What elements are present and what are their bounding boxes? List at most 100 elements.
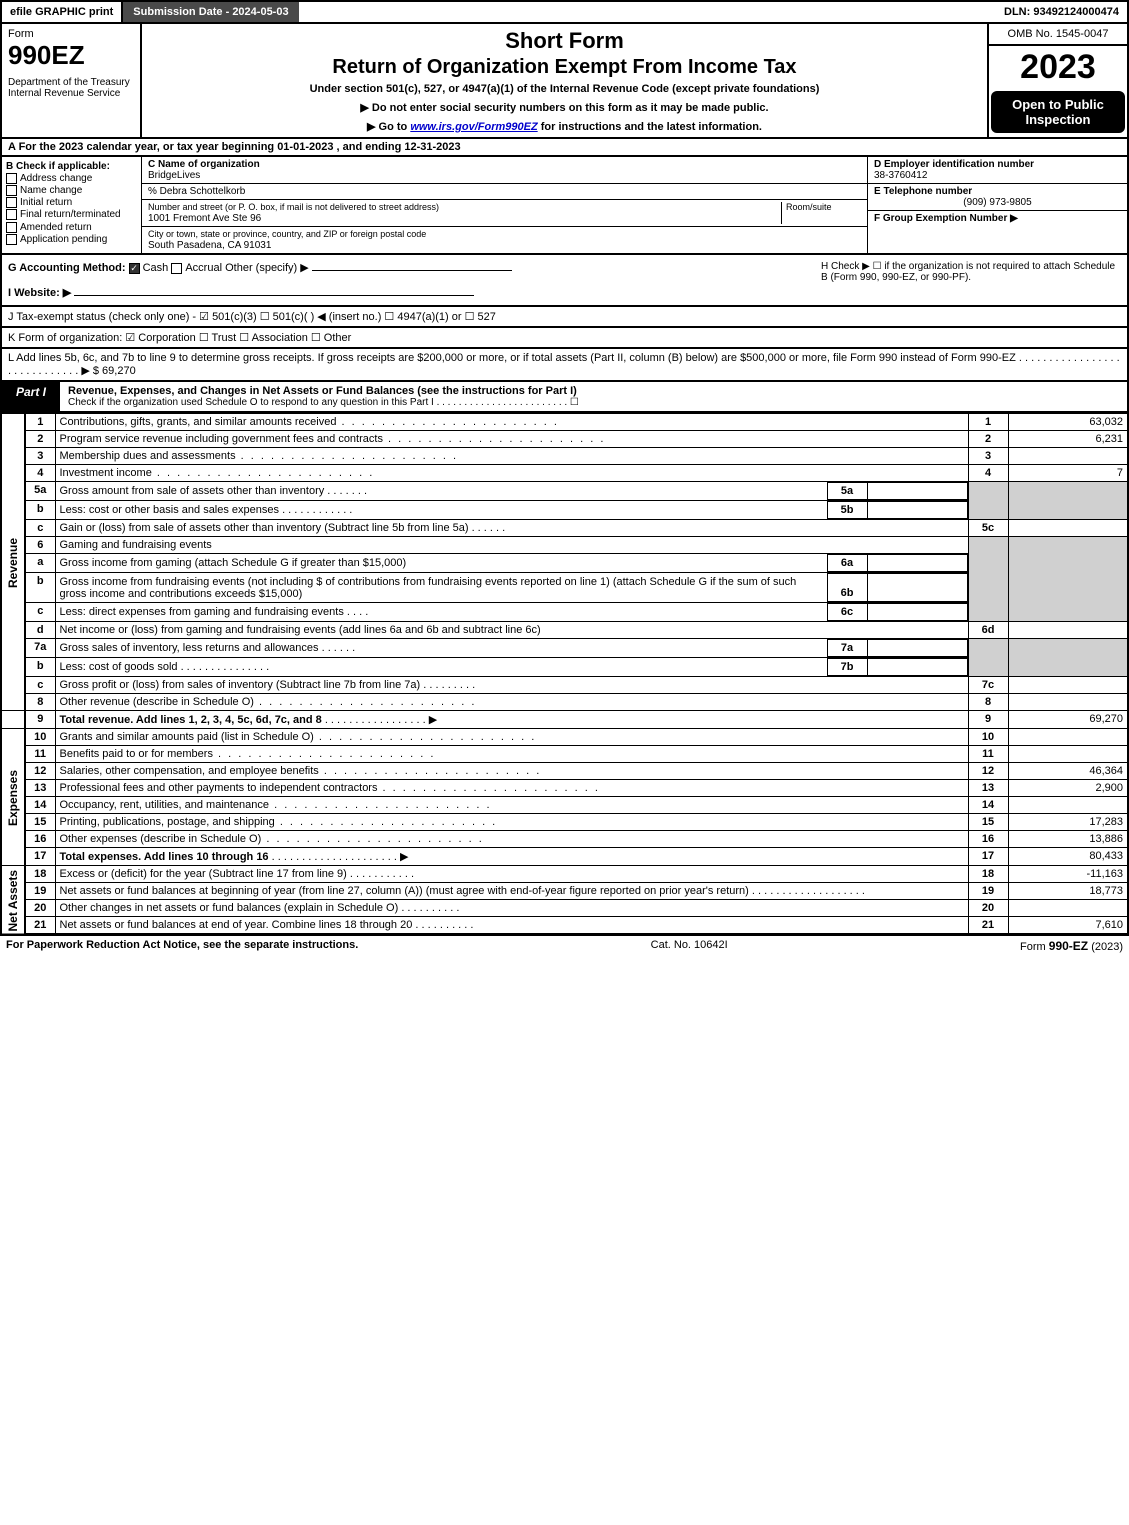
line-6b: bGross income from fundraising events (n… bbox=[1, 573, 1128, 603]
col-b-checkboxes: B Check if applicable: Address change Na… bbox=[2, 157, 142, 253]
org-name: BridgeLives bbox=[148, 170, 200, 181]
h-schedule-b: H Check ▶ ☐ if the organization is not r… bbox=[821, 261, 1121, 299]
line-7b: bLess: cost of goods sold . . . . . . . … bbox=[1, 658, 1128, 677]
line-6: 6Gaming and fundraising events bbox=[1, 537, 1128, 554]
line-20: 20Other changes in net assets or fund ba… bbox=[1, 900, 1128, 917]
line-6c: cLess: direct expenses from gaming and f… bbox=[1, 603, 1128, 622]
instruction-1: ▶ Do not enter social security numbers o… bbox=[152, 101, 977, 114]
line-4: 4Investment income47 bbox=[1, 465, 1128, 482]
line-17: 17Total expenses. Add lines 10 through 1… bbox=[1, 848, 1128, 866]
side-expenses: Expenses bbox=[1, 729, 25, 866]
line-6a: aGross income from gaming (attach Schedu… bbox=[1, 554, 1128, 573]
g-accounting-method: G Accounting Method: ✓Cash Accrual Other… bbox=[8, 261, 821, 299]
val-1: 63,032 bbox=[1008, 414, 1128, 431]
city-label: City or town, state or province, country… bbox=[148, 229, 426, 239]
chk-name-change[interactable]: Name change bbox=[6, 185, 137, 196]
dln-label: DLN: 93492124000474 bbox=[996, 2, 1127, 22]
part-1-subtitle: Check if the organization used Schedule … bbox=[68, 397, 1119, 408]
form-header: Form 990EZ Department of the Treasury In… bbox=[0, 24, 1129, 139]
page-footer: For Paperwork Reduction Act Notice, see … bbox=[0, 935, 1129, 956]
instr2-post: for instructions and the latest informat… bbox=[538, 121, 762, 133]
b-label: B Check if applicable: bbox=[6, 161, 137, 172]
chk-amended-return[interactable]: Amended return bbox=[6, 222, 137, 233]
line-21: 21Net assets or fund balances at end of … bbox=[1, 917, 1128, 935]
instr2-pre: ▶ Go to bbox=[367, 121, 410, 133]
row-g-h: G Accounting Method: ✓Cash Accrual Other… bbox=[0, 255, 1129, 307]
row-k-form-org: K Form of organization: ☑ Corporation ☐ … bbox=[0, 328, 1129, 349]
telephone: (909) 973-9805 bbox=[874, 197, 1121, 208]
chk-accrual[interactable] bbox=[171, 263, 182, 274]
part-1-header: Part I Revenue, Expenses, and Changes in… bbox=[0, 382, 1129, 413]
title-short-form: Short Form bbox=[152, 28, 977, 54]
line-19: 19Net assets or fund balances at beginni… bbox=[1, 883, 1128, 900]
efile-print-button[interactable]: efile GRAPHIC print bbox=[2, 2, 123, 22]
val-15: 17,283 bbox=[1008, 814, 1128, 831]
submission-date-banner: Submission Date - 2024-05-03 bbox=[123, 2, 298, 22]
val-19: 18,773 bbox=[1008, 883, 1128, 900]
val-9: 69,270 bbox=[1008, 711, 1128, 729]
line-6d: dNet income or (loss) from gaming and fu… bbox=[1, 622, 1128, 639]
col-c-org-info: C Name of organization BridgeLives % Deb… bbox=[142, 157, 867, 253]
line-14: 14Occupancy, rent, utilities, and mainte… bbox=[1, 797, 1128, 814]
line-16: 16Other expenses (describe in Schedule O… bbox=[1, 831, 1128, 848]
val-12: 46,364 bbox=[1008, 763, 1128, 780]
c-label: C Name of organization bbox=[148, 159, 260, 170]
val-13: 2,900 bbox=[1008, 780, 1128, 797]
form-word: Form bbox=[8, 28, 134, 40]
i-website-label: I Website: ▶ bbox=[8, 287, 71, 299]
val-17: 80,433 bbox=[1008, 848, 1128, 866]
val-21: 7,610 bbox=[1008, 917, 1128, 935]
line-9: 9Total revenue. Add lines 1, 2, 3, 4, 5c… bbox=[1, 711, 1128, 729]
tax-year: 2023 bbox=[989, 46, 1127, 89]
line-1: Revenue 1Contributions, gifts, grants, a… bbox=[1, 414, 1128, 431]
street-address: 1001 Fremont Ave Ste 96 bbox=[148, 213, 261, 224]
part-1-table: Revenue 1Contributions, gifts, grants, a… bbox=[0, 413, 1129, 935]
line-5c: cGain or (loss) from sale of assets othe… bbox=[1, 520, 1128, 537]
chk-address-change[interactable]: Address change bbox=[6, 173, 137, 184]
ein: 38-3760412 bbox=[874, 170, 927, 181]
subtitle: Under section 501(c), 527, or 4947(a)(1)… bbox=[152, 83, 977, 95]
open-to-public-badge: Open to Public Inspection bbox=[991, 91, 1125, 133]
row-a-tax-year: A For the 2023 calendar year, or tax yea… bbox=[0, 139, 1129, 157]
chk-cash[interactable]: ✓ bbox=[129, 263, 140, 274]
line-8: 8Other revenue (describe in Schedule O)8 bbox=[1, 694, 1128, 711]
e-label: E Telephone number bbox=[874, 186, 972, 197]
part-1-tag: Part I bbox=[2, 382, 60, 411]
form-number: 990EZ bbox=[8, 40, 134, 71]
line-5b: bLess: cost or other basis and sales exp… bbox=[1, 501, 1128, 520]
side-net-assets: Net Assets bbox=[1, 866, 25, 935]
line-2: 2Program service revenue including gover… bbox=[1, 431, 1128, 448]
paperwork-notice: For Paperwork Reduction Act Notice, see … bbox=[6, 939, 358, 953]
line-7a: 7aGross sales of inventory, less returns… bbox=[1, 639, 1128, 658]
part-1-title: Revenue, Expenses, and Changes in Net As… bbox=[68, 385, 577, 397]
val-18: -11,163 bbox=[1008, 866, 1128, 883]
department-label: Department of the Treasury Internal Reve… bbox=[8, 77, 134, 99]
top-bar: efile GRAPHIC print Submission Date - 20… bbox=[0, 0, 1129, 24]
chk-initial-return[interactable]: Initial return bbox=[6, 197, 137, 208]
line-15: 15Printing, publications, postage, and s… bbox=[1, 814, 1128, 831]
d-label: D Employer identification number bbox=[874, 159, 1034, 170]
line-11: 11Benefits paid to or for members11 bbox=[1, 746, 1128, 763]
chk-application-pending[interactable]: Application pending bbox=[6, 234, 137, 245]
gross-receipts-value: 69,270 bbox=[102, 365, 136, 377]
side-revenue: Revenue bbox=[1, 414, 25, 711]
f-label: F Group Exemption Number ▶ bbox=[874, 213, 1018, 224]
addr-label: Number and street (or P. O. box, if mail… bbox=[148, 202, 439, 212]
care-of: % Debra Schottelkorb bbox=[148, 186, 245, 197]
line-13: 13Professional fees and other payments t… bbox=[1, 780, 1128, 797]
val-2: 6,231 bbox=[1008, 431, 1128, 448]
line-3: 3Membership dues and assessments3 bbox=[1, 448, 1128, 465]
section-b-c-d: B Check if applicable: Address change Na… bbox=[0, 157, 1129, 255]
line-5a: 5aGross amount from sale of assets other… bbox=[1, 482, 1128, 501]
col-d-e-f: D Employer identification number 38-3760… bbox=[867, 157, 1127, 253]
title-return: Return of Organization Exempt From Incom… bbox=[152, 56, 977, 79]
omb-number: OMB No. 1545-0047 bbox=[989, 24, 1127, 46]
chk-final-return[interactable]: Final return/terminated bbox=[6, 209, 137, 220]
city-state-zip: South Pasadena, CA 91031 bbox=[148, 240, 271, 251]
val-16: 13,886 bbox=[1008, 831, 1128, 848]
irs-link[interactable]: www.irs.gov/Form990EZ bbox=[410, 121, 537, 133]
room-suite-label: Room/suite bbox=[781, 202, 861, 224]
line-18: Net Assets18Excess or (deficit) for the … bbox=[1, 866, 1128, 883]
line-10: Expenses10Grants and similar amounts pai… bbox=[1, 729, 1128, 746]
line-12: 12Salaries, other compensation, and empl… bbox=[1, 763, 1128, 780]
